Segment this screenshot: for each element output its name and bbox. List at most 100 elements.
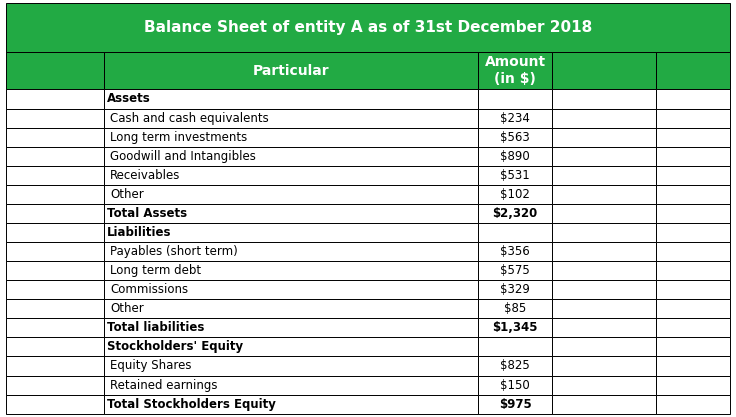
Text: $85: $85: [504, 302, 526, 315]
Text: $825: $825: [500, 359, 530, 372]
Bar: [105, 280, 478, 299]
Bar: [6, 357, 105, 376]
Bar: [552, 242, 656, 261]
Text: $1,345: $1,345: [492, 322, 538, 334]
Text: Assets: Assets: [107, 93, 151, 106]
Bar: [478, 242, 552, 261]
Bar: [656, 166, 730, 185]
Bar: [656, 376, 730, 394]
Bar: [552, 376, 656, 394]
Text: $150: $150: [500, 379, 530, 392]
Bar: [656, 394, 730, 414]
Bar: [552, 280, 656, 299]
Text: Amount
(in $): Amount (in $): [484, 55, 545, 86]
Bar: [6, 166, 105, 185]
Bar: [6, 376, 105, 394]
Bar: [105, 52, 478, 90]
Text: Total liabilities: Total liabilities: [107, 322, 205, 334]
Text: $2,320: $2,320: [492, 207, 537, 220]
Bar: [6, 90, 105, 108]
Text: $575: $575: [500, 264, 530, 277]
Bar: [552, 223, 656, 242]
Bar: [656, 357, 730, 376]
Bar: [656, 108, 730, 128]
Bar: [6, 394, 105, 414]
Bar: [6, 128, 105, 147]
Bar: [478, 261, 552, 280]
Bar: [105, 128, 478, 147]
Text: $356: $356: [500, 245, 530, 258]
Bar: [552, 185, 656, 204]
Bar: [552, 357, 656, 376]
Bar: [105, 357, 478, 376]
Bar: [656, 242, 730, 261]
Bar: [656, 128, 730, 147]
Bar: [478, 376, 552, 394]
Bar: [656, 52, 730, 90]
Text: $234: $234: [500, 112, 530, 125]
Bar: [105, 261, 478, 280]
Bar: [478, 280, 552, 299]
Bar: [656, 261, 730, 280]
Bar: [478, 185, 552, 204]
Bar: [105, 318, 478, 337]
Bar: [552, 52, 656, 90]
Bar: [6, 185, 105, 204]
Bar: [478, 166, 552, 185]
Bar: [478, 318, 552, 337]
Text: Other: Other: [110, 302, 144, 315]
Bar: [6, 204, 105, 223]
Bar: [6, 299, 105, 318]
Text: $329: $329: [500, 283, 530, 296]
Bar: [552, 204, 656, 223]
Bar: [105, 376, 478, 394]
Bar: [552, 337, 656, 357]
Bar: [478, 108, 552, 128]
Bar: [6, 280, 105, 299]
Bar: [105, 394, 478, 414]
Text: $890: $890: [500, 150, 530, 163]
Bar: [656, 337, 730, 357]
Bar: [552, 90, 656, 108]
Bar: [656, 185, 730, 204]
Text: Long term investments: Long term investments: [110, 131, 247, 143]
Bar: [656, 280, 730, 299]
Text: $102: $102: [500, 188, 530, 201]
Bar: [6, 52, 105, 90]
Text: Stockholders' Equity: Stockholders' Equity: [107, 340, 244, 354]
Text: $563: $563: [500, 131, 530, 143]
Bar: [6, 242, 105, 261]
Bar: [478, 52, 552, 90]
Bar: [6, 3, 730, 52]
Bar: [552, 166, 656, 185]
Bar: [552, 128, 656, 147]
Bar: [478, 394, 552, 414]
Bar: [552, 147, 656, 166]
Text: Total Assets: Total Assets: [107, 207, 188, 220]
Text: $975: $975: [499, 398, 531, 411]
Text: Cash and cash equivalents: Cash and cash equivalents: [110, 112, 269, 125]
Bar: [478, 299, 552, 318]
Bar: [478, 357, 552, 376]
Bar: [552, 299, 656, 318]
Bar: [105, 337, 478, 357]
Text: Equity Shares: Equity Shares: [110, 359, 192, 372]
Bar: [552, 108, 656, 128]
Bar: [6, 223, 105, 242]
Bar: [478, 337, 552, 357]
Bar: [478, 128, 552, 147]
Text: Other: Other: [110, 188, 144, 201]
Text: Commissions: Commissions: [110, 283, 188, 296]
Text: Receivables: Receivables: [110, 169, 180, 182]
Bar: [6, 261, 105, 280]
Bar: [552, 261, 656, 280]
Text: Particular: Particular: [253, 64, 330, 78]
Text: $531: $531: [500, 169, 530, 182]
Bar: [6, 318, 105, 337]
Text: Balance Sheet of entity A as of 31st December 2018: Balance Sheet of entity A as of 31st Dec…: [144, 20, 592, 35]
Bar: [105, 204, 478, 223]
Bar: [478, 90, 552, 108]
Text: Payables (short term): Payables (short term): [110, 245, 238, 258]
Bar: [6, 108, 105, 128]
Bar: [656, 90, 730, 108]
